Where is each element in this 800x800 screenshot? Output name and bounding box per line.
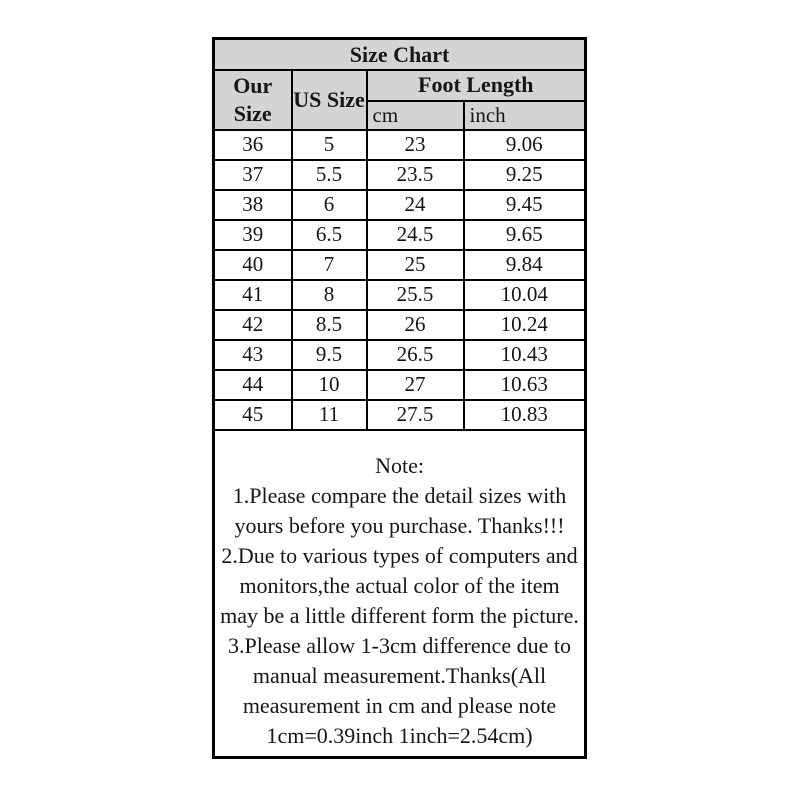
table-row: 37 5.5 23.5 9.25 xyxy=(212,158,587,191)
cell-our-size: 41 xyxy=(212,278,293,311)
cell-us-size: 8.5 xyxy=(290,308,368,341)
cell-inch: 10.43 xyxy=(462,338,587,371)
cell-inch: 10.63 xyxy=(462,368,587,401)
cell-cm: 24 xyxy=(365,188,465,221)
cell-cm: 26.5 xyxy=(365,338,465,371)
cell-our-size: 45 xyxy=(212,398,293,431)
cell-inch: 9.45 xyxy=(462,188,587,221)
cell-cm: 25.5 xyxy=(365,278,465,311)
note-line: manual measurement.Thanks(All xyxy=(252,662,547,688)
cell-us-size: 5 xyxy=(290,128,368,161)
note-heading: Note: xyxy=(375,452,424,478)
cell-our-size: 43 xyxy=(212,338,293,371)
table-row: 44 10 27 10.63 xyxy=(212,368,587,401)
header-foot-length: Foot Length xyxy=(365,68,587,102)
cell-cm: 27.5 xyxy=(365,398,465,431)
cell-cm: 23.5 xyxy=(365,158,465,191)
cell-inch: 9.25 xyxy=(462,158,587,191)
table-row: 42 8.5 26 10.24 xyxy=(212,308,587,341)
note-line: may be a little different form the pictu… xyxy=(220,602,579,628)
cell-cm: 24.5 xyxy=(365,218,465,251)
cell-cm: 26 xyxy=(365,308,465,341)
header-unit-cm: cm xyxy=(365,99,465,131)
cell-our-size: 42 xyxy=(212,308,293,341)
note-line: 1.Please compare the detail sizes with xyxy=(232,482,567,508)
cell-us-size: 7 xyxy=(290,248,368,281)
note-line: monitors,the actual color of the item xyxy=(239,572,560,598)
note-line: 2.Due to various types of computers and xyxy=(221,542,578,568)
cell-inch: 9.06 xyxy=(462,128,587,161)
table-row: 39 6.5 24.5 9.65 xyxy=(212,218,587,251)
cell-our-size: 44 xyxy=(212,368,293,401)
cell-us-size: 11 xyxy=(290,398,368,431)
cell-cm: 25 xyxy=(365,248,465,281)
cell-cm: 23 xyxy=(365,128,465,161)
table-row: 36 5 23 9.06 xyxy=(212,128,587,161)
cell-inch: 10.04 xyxy=(462,278,587,311)
note-line: yours before you purchase. Thanks!!! xyxy=(234,512,565,538)
cell-us-size: 5.5 xyxy=(290,158,368,191)
note-line: 3.Please allow 1-3cm difference due to xyxy=(228,632,571,658)
table-title: Size Chart xyxy=(212,37,587,71)
cell-us-size: 10 xyxy=(290,368,368,401)
note-box: Note: 1.Please compare the detail sizes … xyxy=(212,428,587,759)
table-row: 45 11 27.5 10.83 xyxy=(212,398,587,431)
header-our-size: Our Size xyxy=(212,68,293,131)
cell-us-size: 8 xyxy=(290,278,368,311)
cell-cm: 27 xyxy=(365,368,465,401)
cell-us-size: 6.5 xyxy=(290,218,368,251)
table-row: 43 9.5 26.5 10.43 xyxy=(212,338,587,371)
note-line: measurement in cm and please note xyxy=(242,692,557,718)
cell-inch: 10.83 xyxy=(462,398,587,431)
cell-our-size: 40 xyxy=(212,248,293,281)
note-line: 1cm=0.39inch 1inch=2.54cm) xyxy=(266,722,533,748)
table-row: 38 6 24 9.45 xyxy=(212,188,587,221)
header-unit-inch: inch xyxy=(462,99,587,131)
cell-our-size: 36 xyxy=(212,128,293,161)
cell-us-size: 9.5 xyxy=(290,338,368,371)
cell-our-size: 39 xyxy=(212,218,293,251)
cell-inch: 9.84 xyxy=(462,248,587,281)
cell-inch: 9.65 xyxy=(462,218,587,251)
cell-our-size: 37 xyxy=(212,158,293,191)
header-us-size: US Size xyxy=(290,68,368,131)
size-chart-table: Size Chart Our Size US Size Foot Length … xyxy=(212,37,588,759)
table-row: 40 7 25 9.84 xyxy=(212,248,587,281)
cell-us-size: 6 xyxy=(290,188,368,221)
cell-our-size: 38 xyxy=(212,188,293,221)
cell-inch: 10.24 xyxy=(462,308,587,341)
table-row: 41 8 25.5 10.04 xyxy=(212,278,587,311)
